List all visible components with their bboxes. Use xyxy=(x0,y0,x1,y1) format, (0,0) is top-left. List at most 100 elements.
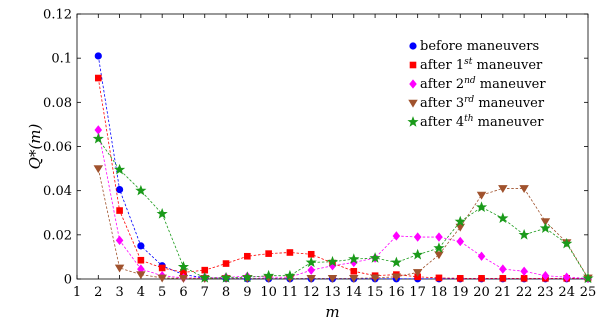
legend-label-text: before maneuvers xyxy=(420,39,539,54)
x-tick-label: 9 xyxy=(243,285,251,300)
data-point xyxy=(413,232,422,242)
data-point xyxy=(477,251,486,261)
data-point xyxy=(435,274,443,282)
data-point xyxy=(220,272,232,283)
data-point xyxy=(156,207,168,219)
legend-label: after 3rd maneuver xyxy=(420,95,545,111)
data-point xyxy=(115,185,124,194)
data-point xyxy=(116,207,123,214)
x-axis-label: m xyxy=(325,303,339,321)
legend-label-text: after 4 xyxy=(420,115,464,130)
legend-label-superscript: nd xyxy=(464,76,476,86)
data-point xyxy=(478,275,485,282)
legend-label-text: maneuver xyxy=(474,96,545,111)
x-tick-label: 22 xyxy=(516,285,533,300)
data-point xyxy=(455,223,465,232)
data-point xyxy=(137,242,145,250)
legend-label-text: after 3 xyxy=(420,96,464,111)
y-tick-label: 0.02 xyxy=(43,228,72,243)
data-point xyxy=(541,271,550,281)
data-point xyxy=(306,275,316,283)
data-point xyxy=(582,272,594,284)
legend-item: after 4th maneuver xyxy=(407,114,544,130)
series-line xyxy=(97,129,589,279)
data-point xyxy=(92,132,104,144)
legend-label-superscript: rd xyxy=(464,95,474,105)
data-point xyxy=(499,275,507,282)
data-point xyxy=(475,201,488,212)
x-tick-label: 14 xyxy=(346,285,363,300)
legend-item: after 3rd maneuver xyxy=(408,95,545,111)
data-point xyxy=(222,260,230,267)
data-point xyxy=(520,266,528,276)
data-point xyxy=(241,271,253,282)
x-tick-label: 4 xyxy=(137,285,145,300)
x-tick-label: 20 xyxy=(473,285,490,300)
legend-label-text: after 2 xyxy=(420,77,464,92)
legend-marker xyxy=(409,79,417,89)
y-tick-label: 0.12 xyxy=(43,8,72,23)
data-point xyxy=(540,218,551,227)
data-point xyxy=(370,274,380,283)
x-tick-label: 5 xyxy=(158,285,166,300)
x-tick-label: 19 xyxy=(452,285,469,300)
data-point xyxy=(157,274,167,283)
data-point xyxy=(244,252,251,260)
data-point xyxy=(137,256,145,264)
legend-label-text: maneuver xyxy=(472,58,543,73)
data-point xyxy=(497,212,509,224)
legend-marker xyxy=(409,61,417,69)
legend-label-superscript: th xyxy=(464,114,473,124)
data-point xyxy=(94,52,102,60)
data-point xyxy=(307,265,315,275)
x-tick-label: 21 xyxy=(495,285,512,300)
data-point xyxy=(265,250,272,257)
legend-label-text: after 1 xyxy=(420,58,464,73)
data-point xyxy=(135,184,147,196)
y-tick-label: 0.1 xyxy=(51,52,72,67)
legend-label-superscript: st xyxy=(464,57,473,67)
data-point xyxy=(498,185,508,194)
series-line xyxy=(97,168,589,279)
data-point xyxy=(177,260,190,272)
legend-item: after 1st maneuver xyxy=(409,57,543,73)
data-point xyxy=(392,231,401,241)
data-point xyxy=(476,191,487,200)
series-line xyxy=(97,77,588,279)
data-point xyxy=(561,237,573,249)
legend-label-text: maneuver xyxy=(474,115,545,130)
y-axis-label: Q*(m) xyxy=(26,123,44,169)
data-point xyxy=(562,272,571,282)
legend-item: after 2nd maneuver xyxy=(409,76,546,92)
x-tick-label: 16 xyxy=(388,285,405,300)
data-point xyxy=(454,215,466,227)
data-point xyxy=(412,248,424,260)
series-5 xyxy=(92,132,594,284)
legend-item: before maneuvers xyxy=(409,39,539,54)
data-point xyxy=(348,253,360,264)
data-point xyxy=(391,273,402,282)
legend-marker xyxy=(407,116,419,127)
y-tick-label: 0.08 xyxy=(43,96,72,111)
x-tick-label: 17 xyxy=(409,285,426,300)
x-tick-label: 12 xyxy=(303,285,320,300)
data-point xyxy=(519,185,529,194)
axes: 1 2 3 4 5 6 7 8 9 10 11 12 13 14 15 16 17 18 19 20 21 22 23 24 2… xyxy=(43,8,596,301)
legend-label: after 4th maneuver xyxy=(420,114,544,130)
data-point xyxy=(158,264,166,272)
x-tick-label: 7 xyxy=(201,285,209,300)
x-tick-label: 6 xyxy=(179,285,187,300)
data-point xyxy=(518,228,530,240)
data-point xyxy=(326,255,339,267)
data-point xyxy=(435,232,443,242)
data-point xyxy=(350,267,358,275)
legend-marker xyxy=(408,99,418,108)
data-point xyxy=(539,222,551,233)
x-tick-label: 25 xyxy=(580,285,597,300)
legend-label: after 2nd maneuver xyxy=(420,76,546,92)
x-tick-label: 23 xyxy=(537,285,554,300)
series-3 xyxy=(94,125,592,284)
data-point xyxy=(94,125,103,135)
x-tick-label: 10 xyxy=(260,285,277,300)
data-point xyxy=(412,269,423,277)
